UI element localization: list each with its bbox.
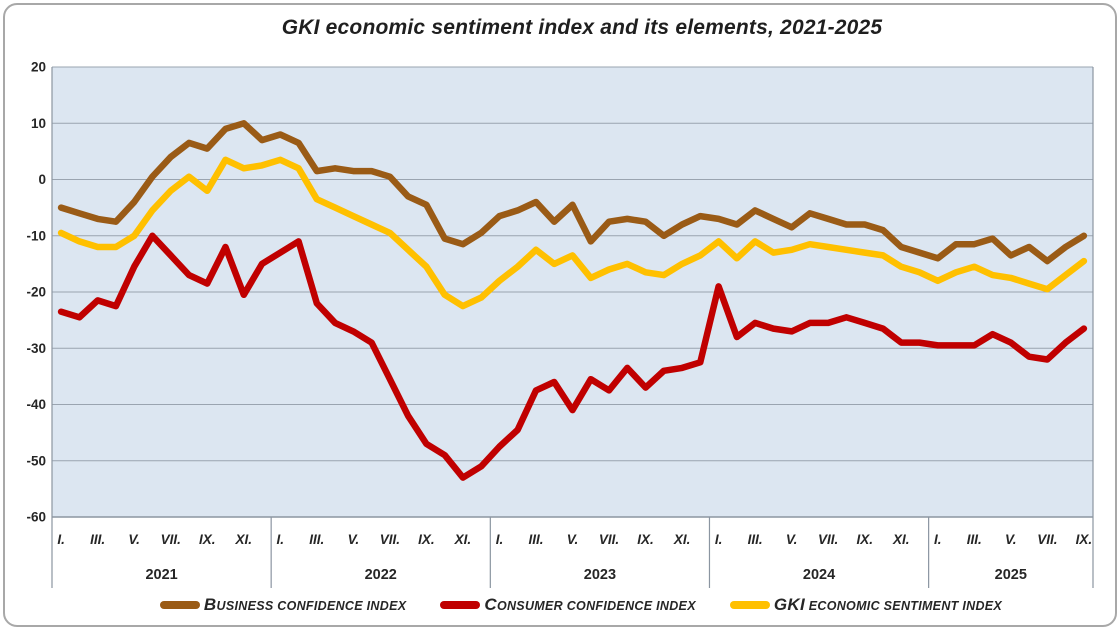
y-axis-label--20: -20 — [26, 285, 46, 300]
legend-item-gki: GKI ECONOMIC SENTIMENT INDEX — [729, 595, 1003, 615]
legend-label-gki: GKI ECONOMIC SENTIMENT INDEX — [773, 595, 1003, 614]
x-tick-2022-XI.: XI. — [454, 532, 472, 547]
x-tick-2025-IX.: IX. — [1076, 532, 1093, 547]
chart-title: GKI economic sentiment index and its ele… — [281, 16, 883, 39]
x-tick-2023-VII.: VII. — [599, 532, 619, 547]
y-axis-label--60: -60 — [26, 510, 46, 525]
series-line-business — [57, 120, 1088, 265]
series-line-gki — [57, 156, 1088, 310]
chart-legend: BUSINESS CONFIDENCE INDEX CONSUMER CONFI… — [52, 595, 1110, 615]
x-tick-2023-I.: I. — [496, 532, 504, 547]
x-tick-2023-III.: III. — [528, 532, 543, 547]
y-axis-label--50: -50 — [26, 453, 46, 468]
business-line-swatch — [159, 601, 200, 609]
x-tick-2023-XI.: XI. — [673, 532, 691, 547]
x-tick-2025-III.: III. — [967, 532, 982, 547]
x-tick-2022-IX.: IX. — [418, 532, 435, 547]
x-tick-2021-I.: I. — [57, 532, 65, 547]
y-axis-label--10: -10 — [26, 228, 46, 243]
x-tick-2021-V.: V. — [128, 532, 140, 547]
y-axis-label-20: 20 — [31, 60, 46, 75]
y-axis-label-0: 0 — [38, 172, 46, 187]
x-tick-2021-IX.: IX. — [199, 532, 216, 547]
x-tick-2023-IX.: IX. — [637, 532, 654, 547]
x-tick-2024-XI.: XI. — [892, 532, 910, 547]
x-tick-2023-V.: V. — [567, 532, 579, 547]
series-line-consumer — [57, 232, 1088, 481]
x-tick-2024-V.: V. — [786, 532, 798, 547]
x-year-label-2023: 2023 — [584, 567, 616, 583]
x-tick-2022-III.: III. — [309, 532, 324, 547]
x-tick-2022-I.: I. — [277, 532, 285, 547]
x-tick-2024-VII.: VII. — [818, 532, 838, 547]
x-tick-2021-III.: III. — [90, 532, 105, 547]
x-tick-2025-V.: V. — [1005, 532, 1017, 547]
y-axis-label-10: 10 — [31, 116, 46, 131]
consumer-line-swatch — [440, 601, 481, 609]
x-tick-2022-VII.: VII. — [380, 532, 400, 547]
legend-item-business: BUSINESS CONFIDENCE INDEX — [159, 595, 407, 615]
x-year-label-2025: 2025 — [995, 567, 1027, 583]
x-year-label-2024: 2024 — [803, 567, 835, 583]
x-tick-2024-IX.: IX. — [856, 532, 873, 547]
legend-item-consumer: CONSUMER CONFIDENCE INDEX — [440, 595, 696, 615]
x-year-label-2022: 2022 — [365, 567, 397, 583]
x-tick-2025-I.: I. — [934, 532, 942, 547]
x-tick-2024-I.: I. — [715, 532, 723, 547]
legend-label-consumer: CONSUMER CONFIDENCE INDEX — [484, 595, 696, 614]
x-tick-2022-V.: V. — [348, 532, 360, 547]
x-tick-2024-III.: III. — [748, 532, 763, 547]
x-tick-2021-XI.: XI. — [235, 532, 253, 547]
x-tick-2025-VII.: VII. — [1037, 532, 1057, 547]
y-axis-label--40: -40 — [26, 397, 46, 412]
x-tick-2021-VII.: VII. — [161, 532, 181, 547]
legend-label-business: BUSINESS CONFIDENCE INDEX — [203, 595, 407, 614]
gki-line-swatch — [729, 601, 770, 609]
x-year-label-2021: 2021 — [145, 567, 177, 583]
y-axis-label--30: -30 — [26, 341, 46, 356]
